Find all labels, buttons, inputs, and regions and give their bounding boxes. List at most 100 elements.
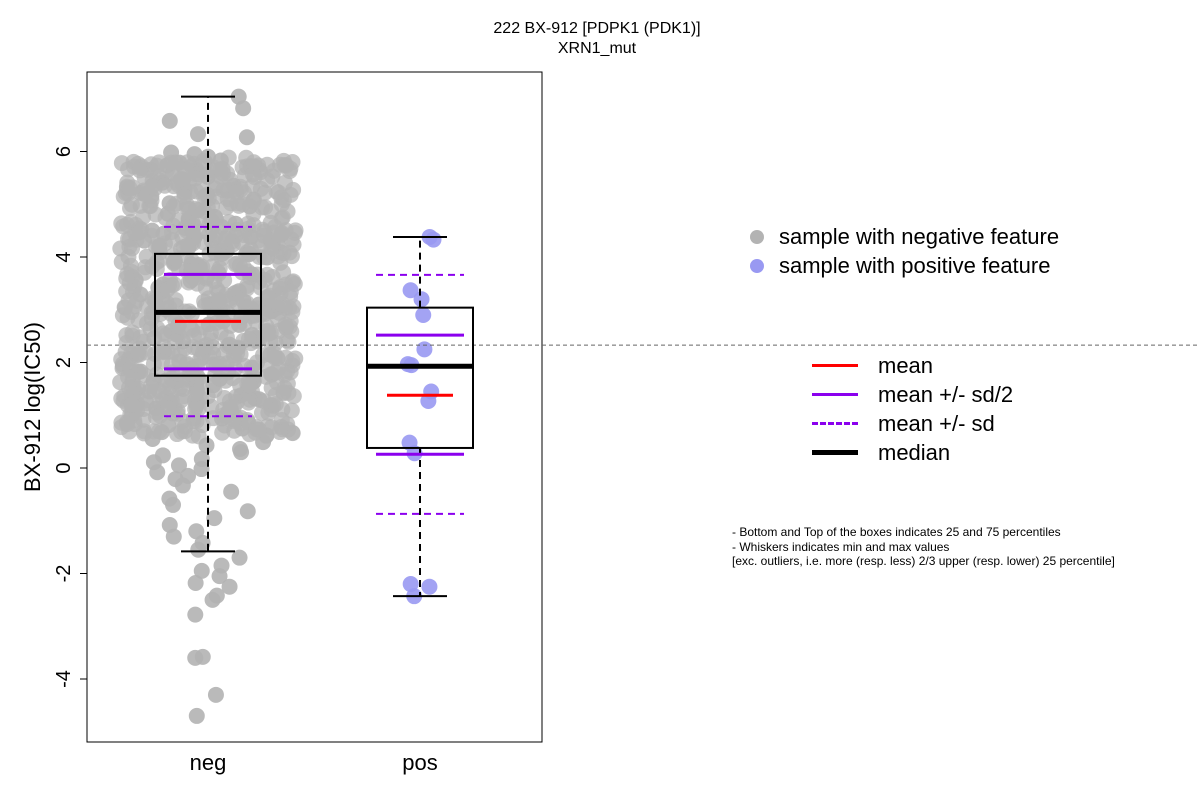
positive-sample-point bbox=[402, 576, 419, 593]
negative-sample-point bbox=[266, 162, 283, 179]
negative-sample-point bbox=[165, 496, 182, 513]
negative-sample-point bbox=[167, 154, 184, 171]
negative-sample-point bbox=[157, 209, 174, 226]
negative-sample-point bbox=[161, 112, 178, 129]
negative-sample-point bbox=[214, 160, 231, 177]
negative-sample-point bbox=[213, 250, 230, 267]
negative-sample-point bbox=[169, 426, 186, 443]
legend-label: mean +/- sd/2 bbox=[878, 381, 1014, 407]
legend-item-median: median bbox=[812, 438, 1013, 467]
negative-sample-point bbox=[148, 366, 165, 383]
legend-item-negative: sample with negative feature bbox=[750, 222, 1059, 251]
negative-sample-point bbox=[240, 394, 257, 411]
negative-sample-point bbox=[194, 319, 211, 336]
negative-sample-point bbox=[168, 195, 185, 212]
negative-sample-point bbox=[193, 461, 210, 478]
positive-sample-point bbox=[425, 231, 442, 248]
y-tick-label: -2 bbox=[53, 565, 75, 583]
negative-sample-point bbox=[245, 154, 262, 171]
negative-sample-point bbox=[145, 423, 162, 440]
negative-sample-point bbox=[113, 215, 130, 232]
negative-sample-point bbox=[263, 419, 280, 436]
negative-sample-point bbox=[122, 257, 139, 274]
legend-item-positive: sample with positive feature bbox=[750, 251, 1059, 280]
legend-item-mean-sd: mean +/- sd bbox=[812, 409, 1013, 438]
negative-sample-point bbox=[190, 400, 207, 417]
negative-sample-point bbox=[229, 295, 246, 312]
negative-sample-point bbox=[239, 503, 256, 520]
legend-label: sample with positive feature bbox=[779, 252, 1051, 278]
negative-sample-point bbox=[189, 275, 206, 292]
negative-sample-point bbox=[283, 248, 300, 265]
line-legend: mean mean +/- sd/2 mean +/- sd median bbox=[812, 351, 1013, 467]
negative-sample-point bbox=[174, 380, 191, 397]
iqr-box bbox=[366, 306, 474, 449]
legend-item-mean-half-sd: mean +/- sd/2 bbox=[812, 380, 1013, 409]
negative-sample-point bbox=[190, 428, 207, 445]
negative-sample-point bbox=[135, 400, 152, 417]
negative-sample-point bbox=[187, 606, 204, 623]
negative-sample-point bbox=[282, 283, 299, 300]
x-tick-label: pos bbox=[402, 750, 437, 775]
negative-sample-point bbox=[190, 126, 207, 143]
negative-sample-point bbox=[274, 225, 291, 242]
negative-sample-point bbox=[286, 224, 303, 241]
y-axis-label: BX-912 log(IC50) bbox=[20, 322, 45, 492]
negative-sample-point bbox=[187, 385, 204, 402]
note-line: [exc. outliers, i.e. more (resp. less) 2… bbox=[732, 554, 1115, 568]
negative-sample-point bbox=[187, 574, 204, 591]
negative-sample-point bbox=[210, 291, 227, 308]
negative-sample-point bbox=[179, 237, 196, 254]
negative-sample-point bbox=[242, 228, 259, 245]
negative-sample-point bbox=[215, 345, 232, 362]
negative-sample-point bbox=[190, 340, 207, 357]
legend-label: median bbox=[878, 439, 951, 465]
negative-sample-point bbox=[250, 421, 267, 438]
negative-sample-point bbox=[208, 210, 225, 227]
negative-sample-point bbox=[244, 166, 261, 183]
negative-sample-point bbox=[233, 444, 250, 461]
negative-sample-point bbox=[256, 393, 273, 410]
note-line: - Whiskers indicates min and max values bbox=[732, 539, 950, 554]
purple-dashed-line-icon bbox=[812, 422, 858, 425]
negative-sample-point bbox=[266, 345, 283, 362]
negative-sample-point bbox=[278, 332, 295, 349]
negative-sample-point bbox=[193, 562, 210, 579]
negative-sample-point bbox=[119, 416, 136, 433]
negative-sample-point bbox=[151, 154, 168, 171]
negative-sample-point bbox=[211, 568, 228, 585]
negative-sample-point bbox=[287, 350, 304, 367]
negative-sample-point bbox=[263, 379, 280, 396]
negative-sample-point bbox=[256, 227, 273, 244]
y-tick-label: 0 bbox=[53, 462, 75, 473]
red-line-icon bbox=[812, 364, 858, 367]
negative-sample-point bbox=[267, 293, 284, 310]
legend-label: sample with negative feature bbox=[779, 223, 1060, 249]
negative-sample-point bbox=[196, 297, 213, 314]
legend-item-mean: mean bbox=[812, 351, 1013, 380]
negative-sample-point bbox=[215, 401, 232, 418]
negative-sample-point bbox=[190, 541, 207, 558]
negative-sample-point bbox=[187, 649, 204, 666]
negative-sample-point bbox=[235, 259, 252, 276]
negative-sample-point bbox=[259, 322, 276, 339]
negative-sample-point bbox=[264, 268, 281, 285]
negative-sample-point bbox=[170, 457, 187, 474]
negative-sample-point bbox=[150, 238, 167, 255]
negative-sample-point bbox=[166, 276, 183, 293]
negative-sample-point bbox=[254, 199, 271, 216]
chart-subtitle: XRN1_mut bbox=[557, 40, 637, 57]
negative-sample-point bbox=[207, 686, 224, 703]
negative-sample-point bbox=[204, 591, 221, 608]
negative-sample-point bbox=[223, 483, 240, 500]
negative-sample-point bbox=[252, 180, 269, 197]
negative-sample-point bbox=[165, 528, 182, 545]
negative-sample-point bbox=[176, 340, 193, 357]
negative-sample-point bbox=[283, 402, 300, 419]
negative-sample-point bbox=[239, 215, 256, 232]
negative-sample-point bbox=[279, 203, 296, 220]
negative-sample-point bbox=[201, 225, 218, 242]
negative-sample-point bbox=[163, 223, 180, 240]
purple-line-icon bbox=[812, 393, 858, 396]
y-tick-label: 2 bbox=[53, 357, 75, 368]
